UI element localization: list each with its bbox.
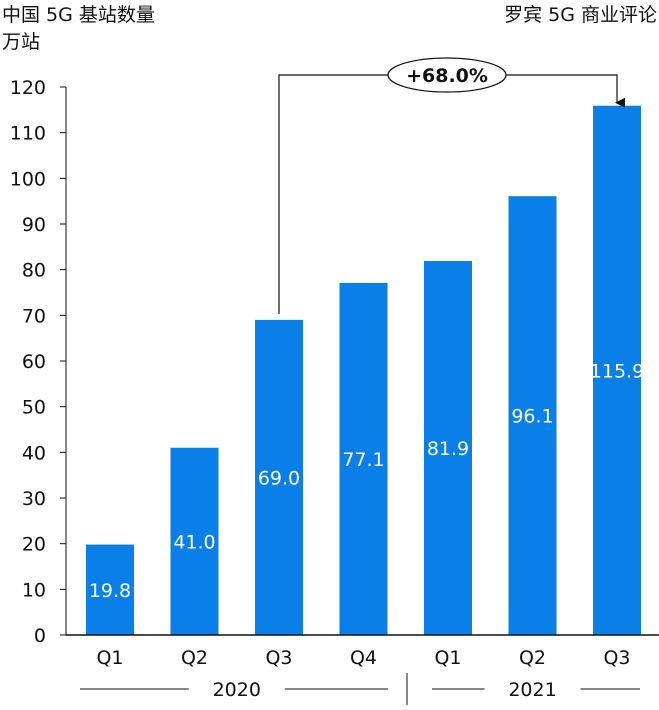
x-category-label: Q3	[603, 647, 630, 669]
bar	[424, 260, 472, 635]
bar-value-label: 19.8	[89, 580, 131, 602]
x-category-label: Q2	[519, 647, 546, 669]
x-category-label: Q1	[96, 647, 123, 669]
year-group-label: 2021	[508, 679, 556, 701]
bar-value-label: 77.1	[342, 449, 384, 471]
x-category-label: Q1	[434, 647, 461, 669]
bar-value-label: 115.9	[590, 360, 644, 382]
y-tick-label: 0	[34, 625, 46, 647]
bar-value-label: 41.0	[173, 531, 215, 553]
y-tick-label: 50	[22, 397, 46, 419]
bar	[339, 282, 388, 635]
bar	[255, 319, 303, 635]
x-category-label: Q2	[181, 647, 208, 669]
x-category-label: Q3	[265, 647, 292, 669]
y-tick-label: 80	[22, 260, 46, 282]
y-tick-label: 30	[22, 488, 46, 510]
bars: 19.8 41.0 69.0 77.1 81.9 96.1 115.9	[86, 105, 644, 636]
bar	[593, 105, 641, 636]
bar-value-label: 96.1	[511, 406, 553, 428]
x-category-label: Q4	[350, 647, 377, 669]
year-group-label: 2020	[213, 679, 261, 701]
y-tick-label: 10	[22, 579, 46, 601]
bar	[508, 196, 557, 636]
chart-header-right: 罗宾 5G 商业评论	[504, 2, 657, 29]
y-tick-label: 70	[22, 305, 46, 327]
bar-value-label: 81.9	[427, 438, 469, 460]
source-label: 罗宾 5G 商业评论	[504, 4, 657, 26]
bar	[170, 447, 219, 635]
y-tick-label: 100	[10, 168, 46, 190]
y-tick-label: 60	[22, 351, 46, 373]
y-tick-label: 20	[22, 534, 46, 556]
y-tick-label: 90	[22, 214, 46, 236]
chart-header-left: 中国 5G 基站数量 万站	[2, 2, 155, 56]
bar	[86, 544, 134, 635]
y-tick-label: 120	[10, 77, 46, 99]
chart-title: 中国 5G 基站数量	[2, 4, 155, 26]
y-tick-label: 110	[10, 123, 46, 145]
growth-label: +68.0%	[406, 65, 488, 87]
y-tick-label: 40	[22, 442, 46, 464]
y-axis-unit: 万站	[2, 31, 41, 53]
growth-annotation: +68.0%	[278, 57, 625, 314]
growth-badge	[387, 57, 507, 93]
y-axis: 0 10 20 30 40 50 60 70 80 90 100 110 120	[10, 77, 67, 647]
bar-value-label: 69.0	[258, 467, 300, 489]
